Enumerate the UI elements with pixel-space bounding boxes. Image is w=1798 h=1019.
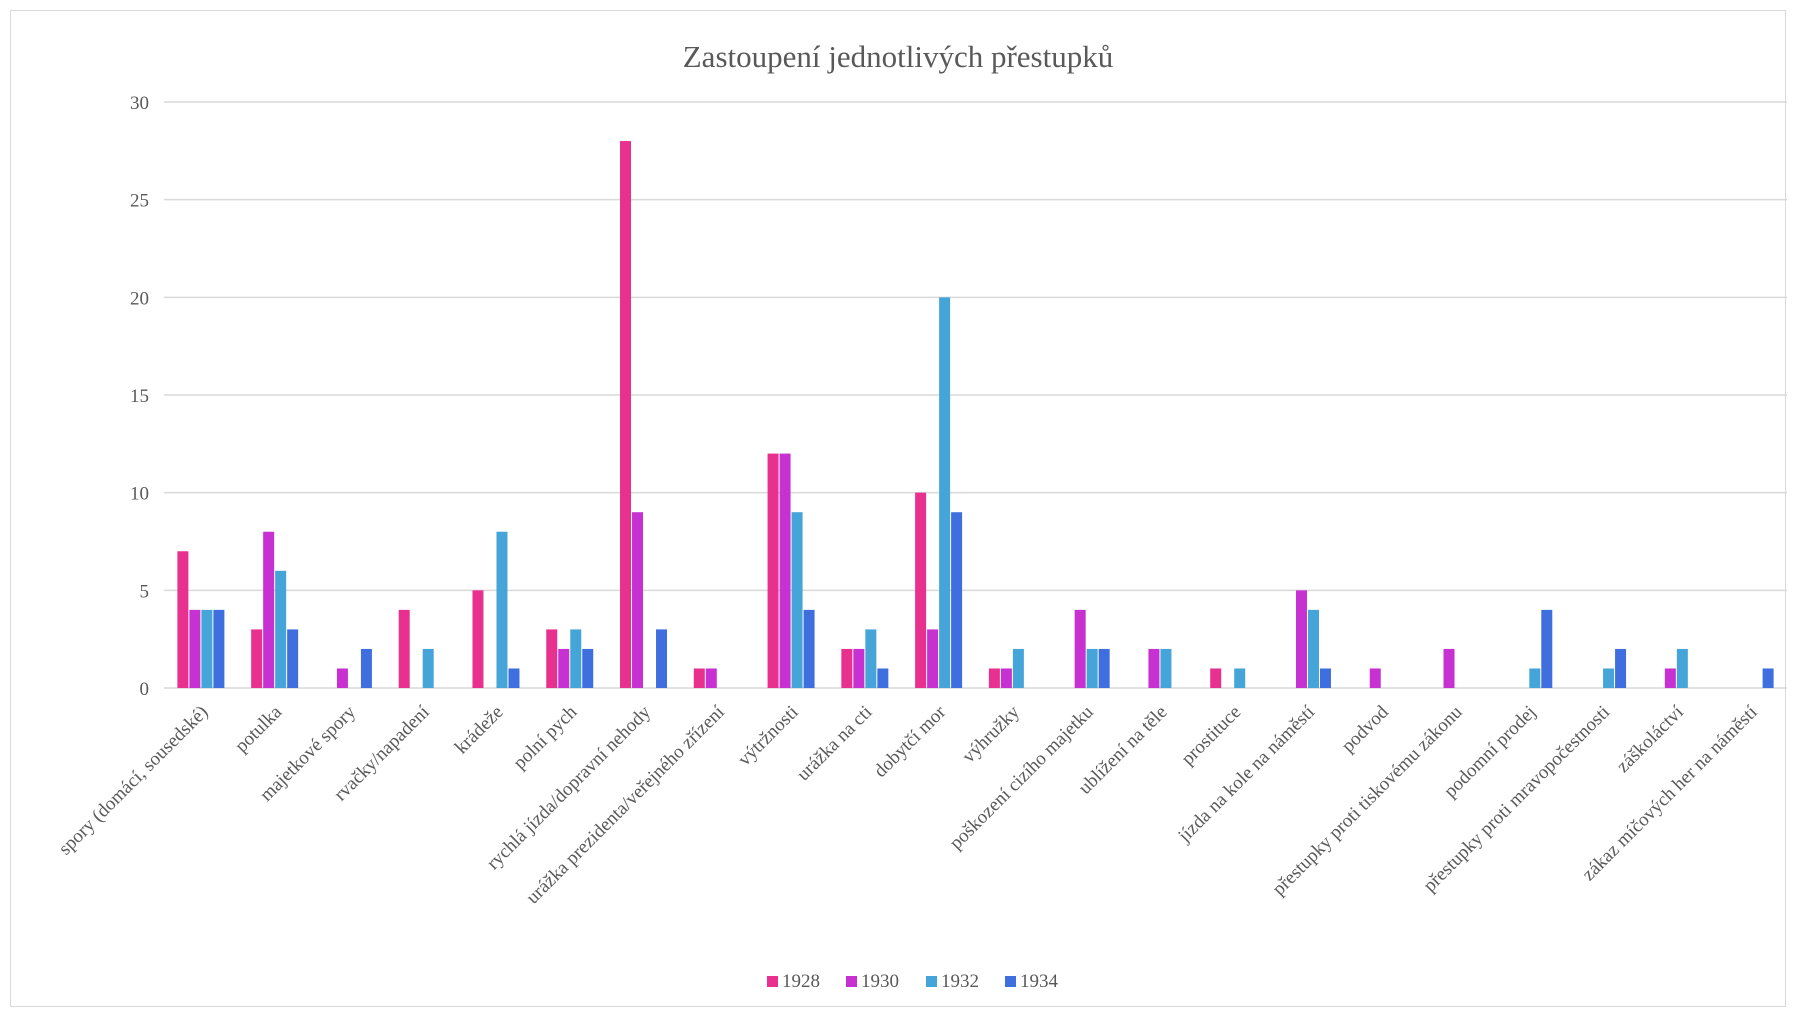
bar-1932-4	[496, 531, 508, 688]
gridlines	[164, 101, 1787, 689]
bar-1934-10	[951, 512, 963, 688]
bar-1932-11	[1012, 648, 1024, 688]
bar-1930-6	[632, 512, 644, 688]
bar-1932-3	[422, 648, 434, 688]
bar-1930-20	[1664, 668, 1676, 688]
bar-1934-6	[656, 629, 668, 688]
y-tick-label: 30	[130, 93, 149, 114]
bar-1932-13	[1160, 648, 1172, 688]
bar-1930-2	[336, 668, 348, 688]
bar-1932-18	[1529, 668, 1541, 688]
bar-1934-5	[582, 648, 594, 688]
x-category-label: urážka na cti	[793, 702, 876, 785]
y-tick-label: 10	[130, 484, 149, 505]
x-category-label: dobytčí mor	[870, 701, 951, 782]
bars	[177, 141, 1774, 689]
bar-1930-16	[1369, 668, 1381, 688]
bar-1934-8	[803, 609, 815, 688]
legend: 1928 1930 1932 1934	[767, 971, 1059, 992]
bar-1934-12	[1098, 648, 1110, 688]
bar-1930-9	[853, 648, 865, 688]
bar-1934-15	[1319, 668, 1331, 688]
bar-1930-15	[1295, 590, 1307, 688]
bar-1930-7	[705, 668, 717, 688]
bar-1932-12	[1086, 648, 1098, 688]
legend-label-1932: 1932	[941, 971, 979, 992]
legend-swatch-1928	[767, 976, 778, 987]
bar-1930-17	[1443, 648, 1455, 688]
bar-1930-11	[1000, 668, 1012, 688]
bar-1932-15	[1307, 609, 1319, 688]
chart-frame: Zastoupení jednotlivých přestupků 0 5 10 15…	[10, 10, 1787, 1007]
x-category-label: poškození cizího majetku	[946, 701, 1098, 853]
bar-1934-1	[287, 629, 299, 688]
y-tick-label: 15	[130, 386, 149, 407]
bar-1934-19	[1615, 648, 1627, 688]
x-category-label: výhružky	[958, 701, 1024, 767]
bar-1930-12	[1074, 609, 1086, 688]
bar-1928-5	[546, 629, 558, 688]
bar-1930-1	[263, 531, 275, 688]
bar-chart: Zastoupení jednotlivých přestupků 0 5 10 15…	[55, 39, 1787, 992]
x-category-label: polní pych	[509, 701, 581, 773]
bar-1928-6	[620, 141, 632, 689]
bar-1928-4	[472, 590, 484, 688]
y-tick-label: 5	[140, 581, 150, 602]
bar-1934-9	[877, 668, 889, 688]
bar-1932-5	[570, 629, 582, 688]
bar-1928-14	[1210, 668, 1222, 688]
legend-swatch-1934	[1005, 976, 1016, 987]
bar-1932-1	[275, 570, 287, 688]
legend-label-1928: 1928	[782, 971, 820, 992]
bar-1932-20	[1676, 648, 1688, 688]
bar-1934-21	[1762, 668, 1774, 688]
bar-1928-11	[988, 668, 1000, 688]
bar-1930-8	[779, 453, 791, 688]
bar-1934-18	[1541, 609, 1553, 688]
x-category-label: jízda na kole na náměstí	[1174, 701, 1320, 847]
bar-1932-0	[201, 609, 213, 688]
bar-1930-0	[189, 609, 201, 688]
bar-1928-0	[177, 551, 189, 688]
legend-swatch-1930	[846, 976, 857, 987]
bar-1930-13	[1148, 648, 1160, 688]
y-axis-ticks: 0 5 10 15 20 25 30	[130, 93, 149, 700]
bar-1932-9	[865, 629, 877, 688]
bar-1932-14	[1234, 668, 1246, 688]
chart-title: Zastoupení jednotlivých přestupků	[683, 39, 1113, 74]
x-category-label: krádeže	[451, 702, 508, 759]
bar-1928-9	[841, 648, 853, 688]
y-tick-label: 0	[140, 679, 150, 700]
bar-1930-5	[558, 648, 570, 688]
bar-1934-4	[508, 668, 520, 688]
legend-label-1930: 1930	[861, 971, 899, 992]
bar-1934-2	[360, 648, 372, 688]
bar-1932-19	[1603, 668, 1615, 688]
bar-1928-7	[693, 668, 705, 688]
bar-1928-1	[251, 629, 263, 688]
x-category-label: záškoláctví	[1613, 701, 1689, 777]
bar-1934-0	[213, 609, 225, 688]
x-category-label: spory (domácí, sousedské)	[55, 702, 213, 860]
bar-1932-8	[791, 512, 803, 688]
bar-1932-10	[939, 297, 951, 688]
legend-swatch-1932	[926, 976, 937, 987]
bar-1930-10	[927, 629, 939, 688]
legend-label-1934: 1934	[1020, 971, 1059, 992]
y-tick-label: 20	[130, 288, 149, 309]
x-category-label: výtržnosti	[734, 702, 803, 771]
x-category-label: prostituce	[1177, 702, 1245, 770]
x-category-label: podvod	[1338, 701, 1394, 757]
bar-1928-3	[398, 609, 410, 688]
bar-1928-8	[767, 453, 779, 688]
x-axis-categories: spory (domácí, sousedské) potulkamajetkov…	[55, 701, 1762, 908]
x-category-label: potulka	[231, 701, 287, 757]
bar-1928-10	[915, 492, 927, 688]
y-tick-label: 25	[130, 191, 149, 212]
